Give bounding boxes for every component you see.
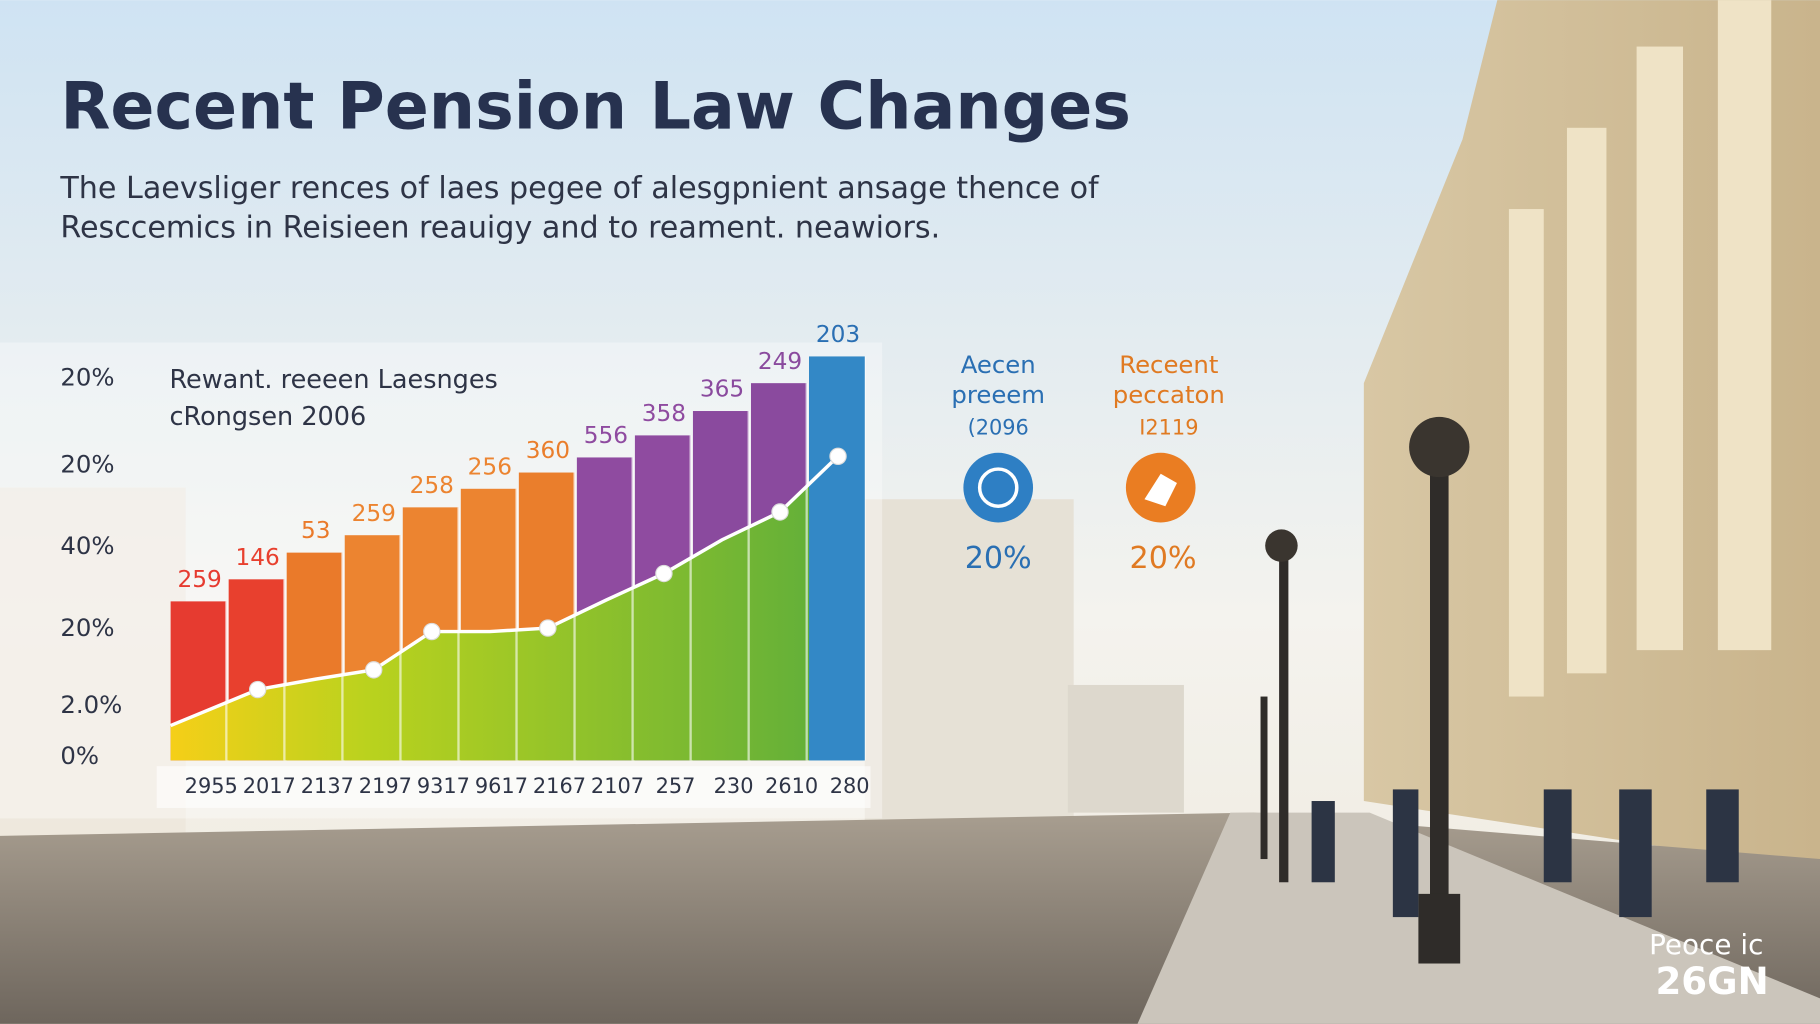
card-title: Aecen bbox=[961, 350, 1036, 379]
far-building bbox=[1067, 684, 1184, 813]
bar-label: 203 bbox=[816, 321, 860, 348]
card: Receent peccaton I2119 20% bbox=[1113, 350, 1225, 576]
x-tick-label: 280 bbox=[830, 774, 870, 798]
trend-line bbox=[169, 455, 840, 728]
x-tick-label: 257 bbox=[656, 774, 696, 798]
bar-label: 146 bbox=[236, 544, 280, 571]
x-tick-label: 9617 bbox=[475, 774, 528, 798]
x-tick-label: 9317 bbox=[417, 774, 470, 798]
y-tick-label: 20% bbox=[60, 363, 114, 392]
x-tick-label: 2610 bbox=[765, 774, 818, 798]
lamp-posts bbox=[1260, 416, 1470, 964]
far-building bbox=[864, 499, 1074, 836]
card-icon bbox=[977, 467, 1019, 508]
trend-point bbox=[829, 447, 847, 465]
trend-point bbox=[423, 622, 441, 641]
trend-point bbox=[655, 564, 673, 583]
chart-legend: cRongsen 2006 bbox=[169, 402, 366, 432]
card-value: 20% bbox=[965, 541, 1032, 576]
bar-label: 259 bbox=[352, 500, 396, 527]
trend-point bbox=[771, 503, 789, 521]
bar-label: 360 bbox=[526, 437, 570, 464]
card-icon bbox=[963, 452, 1034, 523]
trend-point bbox=[539, 619, 557, 637]
bar-label: 556 bbox=[584, 422, 628, 449]
y-tick-label: 2.0% bbox=[60, 690, 122, 719]
x-axis-band bbox=[156, 766, 871, 808]
bar-label: 256 bbox=[468, 453, 512, 480]
card-title: preeem bbox=[951, 380, 1045, 409]
x-tick-label: 2017 bbox=[243, 774, 296, 798]
card-title: Receent bbox=[1119, 350, 1218, 379]
y-tick-label: 20% bbox=[60, 450, 114, 479]
columns bbox=[1508, 0, 1772, 697]
card-title: peccaton bbox=[1113, 380, 1225, 409]
y-tick-label: 0% bbox=[60, 741, 99, 770]
bar-label: 53 bbox=[301, 517, 331, 544]
subtitle-line: The Laevsliger rences of laes pegee of a… bbox=[59, 171, 1100, 206]
x-tick-label: 230 bbox=[714, 774, 754, 798]
card-icon bbox=[1144, 473, 1177, 507]
bar-label: 365 bbox=[700, 376, 744, 403]
chart-legend: Rewant. reeeen Laesnges bbox=[169, 365, 497, 395]
bar bbox=[809, 356, 865, 761]
sidewalk bbox=[1137, 812, 1820, 1024]
watermark: Peoce ic bbox=[1649, 928, 1763, 961]
x-tick-label: 2955 bbox=[185, 774, 238, 798]
x-tick-label: 2167 bbox=[533, 774, 586, 798]
x-tick-label: 2107 bbox=[591, 774, 644, 798]
chart: 20% 20% 40% 20% 2.0% 0% 259 146 53 259 258 256 360 55… bbox=[60, 321, 871, 808]
pedestrians bbox=[1311, 789, 1739, 918]
card-year: I2119 bbox=[1139, 415, 1198, 439]
trend-point bbox=[365, 661, 383, 679]
card-year: (2096 bbox=[968, 415, 1029, 439]
title: Recent Pension Law Changes bbox=[60, 69, 1131, 144]
x-tick-label: 2197 bbox=[359, 774, 412, 798]
y-tick-label: 20% bbox=[60, 613, 114, 642]
bar-label: 258 bbox=[410, 472, 454, 499]
card-value: 20% bbox=[1130, 541, 1197, 576]
watermark: 26GN bbox=[1655, 960, 1768, 1003]
y-tick-label: 40% bbox=[60, 531, 114, 560]
x-tick-label: 2137 bbox=[301, 774, 354, 798]
bar-label: 259 bbox=[177, 566, 221, 593]
bar-label: 249 bbox=[758, 348, 802, 375]
left-building bbox=[0, 487, 186, 836]
trend-point bbox=[248, 680, 267, 699]
trend-area bbox=[170, 456, 839, 761]
card: Aecen preeem (2096 20% bbox=[951, 350, 1045, 576]
subtitle-line: Resccemics in Reisieen reauigy and to re… bbox=[60, 210, 940, 245]
bar-label: 358 bbox=[642, 400, 686, 427]
